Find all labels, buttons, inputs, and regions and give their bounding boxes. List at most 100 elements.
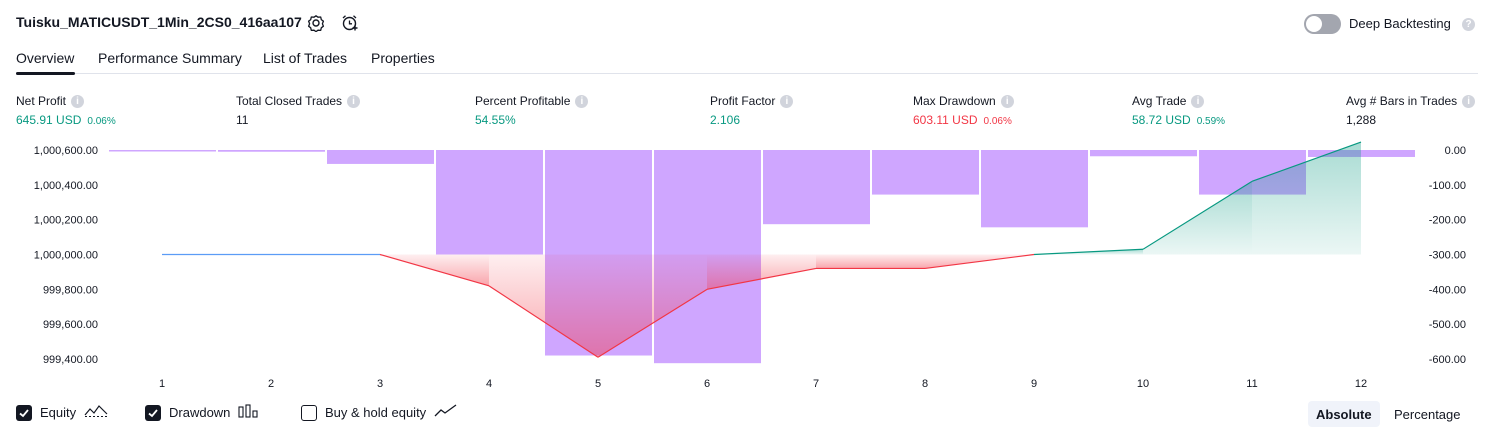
stat-label-text: Total Closed Trades [236, 94, 343, 108]
drawdown-bar [763, 150, 870, 225]
equity-loss-area [707, 254, 816, 290]
stat-label-text: Avg Trade [1132, 94, 1187, 108]
stat-pct: 0.06% [87, 116, 116, 127]
info-icon[interactable]: i [1462, 94, 1476, 108]
legend-buy-hold[interactable]: Buy & hold equity [301, 404, 458, 421]
info-icon[interactable]: i [1000, 94, 1014, 108]
stat-pct: 0.59% [1196, 116, 1226, 127]
right-axis-tick-label: 0.00 [1445, 145, 1466, 157]
left-axis-tick-label: 999,600.00 [43, 319, 98, 331]
equity-loss-area [816, 254, 925, 269]
stat-label-text: Profit Factor [710, 94, 776, 108]
stat-label-text: Net Profit [16, 94, 67, 108]
x-axis-tick-label: 7 [813, 378, 819, 390]
info-icon[interactable]: i [347, 94, 361, 108]
stat-value-text: 603.11 USD [913, 113, 978, 127]
right-axis-tick-label: -600.00 [1429, 354, 1466, 366]
tabs-divider [16, 73, 1478, 74]
equity-checkbox[interactable] [16, 404, 32, 421]
equity-line-segment [706, 267, 817, 290]
info-icon[interactable]: i [1191, 94, 1205, 108]
buy-hold-icon [434, 404, 458, 421]
help-icon[interactable]: ? [1462, 18, 1475, 31]
legend-label: Equity [40, 405, 77, 420]
equity-icon [84, 404, 108, 421]
tab-properties[interactable]: Properties [371, 50, 435, 66]
drawdown-bars-icon [238, 404, 260, 421]
strategy-title: Tuisku_MATICUSDT_1Min_2CS0_416aa107 [16, 14, 302, 30]
equity-drawdown-chart[interactable]: 1,000,600.00 1,000,400.00 1,000,200.00 1,00… [0, 140, 1494, 395]
left-axis-tick-label: 1,000,400.00 [34, 180, 98, 192]
tab-performance-summary[interactable]: Performance Summary [98, 50, 242, 66]
equity-line-segment [1033, 248, 1144, 256]
equity-loss-area [489, 254, 598, 358]
equity-profit-area [1143, 181, 1252, 255]
deep-backtesting-label: Deep Backtesting [1349, 16, 1451, 31]
legend-drawdown[interactable]: Drawdown [145, 404, 260, 421]
legend-label: Drawdown [169, 405, 231, 420]
info-icon[interactable]: i [71, 94, 85, 108]
toggle-knob [1306, 16, 1322, 32]
left-axis-tick-label: 1,000,200.00 [34, 215, 98, 227]
x-axis-tick-label: 11 [1246, 378, 1257, 390]
absolute-button[interactable]: Absolute [1308, 401, 1380, 427]
drawdown-checkbox[interactable] [145, 404, 161, 421]
equity-line-segment [1251, 141, 1362, 182]
equity-line-segment [488, 285, 599, 358]
x-axis-tick-label: 2 [268, 378, 274, 390]
drawdown-bar [218, 150, 325, 152]
left-axis-tick-label: 1,000,000.00 [34, 250, 98, 262]
stat-value-text: 645.91 USD [16, 113, 82, 127]
active-tab-indicator [16, 72, 75, 75]
stat-avg-trade-value: 58.72 USD 0.59% [1132, 113, 1225, 127]
deep-backtesting-toggle[interactable] [1304, 14, 1341, 34]
stat-pct: 0.06% [983, 116, 1012, 127]
x-axis-tick-label: 6 [704, 378, 710, 390]
info-icon[interactable]: i [575, 94, 589, 108]
stat-profit-factor-label: Profit Factor i [710, 94, 794, 108]
stat-max-drawdown-value: 603.11 USD 0.06% [913, 113, 1012, 127]
stat-max-drawdown-label: Max Drawdown i [913, 94, 1014, 108]
stat-profit-factor-value: 2.106 [710, 113, 741, 127]
stat-net-profit-value: 645.91 USD 0.06% [16, 113, 116, 127]
equity-loss-area [598, 254, 707, 358]
right-axis-tick-label: -300.00 [1429, 250, 1466, 262]
stat-net-profit-label: Net Profit i [16, 94, 85, 108]
x-axis-tick-label: 3 [377, 378, 383, 390]
buy-hold-checkbox[interactable] [301, 404, 317, 421]
drawdown-bar [109, 150, 216, 152]
drawdown-bar [1308, 150, 1415, 157]
stat-avg-bars-label: Avg # Bars in Trades i [1346, 94, 1476, 108]
x-axis-tick-label: 1 [159, 378, 165, 390]
stat-label-text: Avg # Bars in Trades [1346, 94, 1458, 108]
stat-value-text: 58.72 USD [1132, 113, 1191, 127]
percentage-button[interactable]: Percentage [1394, 406, 1461, 422]
left-axis-tick-label: 999,800.00 [43, 284, 98, 296]
drawdown-bar [981, 150, 1088, 228]
stat-total-closed-trades-value: 11 [236, 113, 249, 127]
add-alert-clock-icon[interactable] [340, 13, 360, 33]
equity-line-segment [597, 288, 708, 358]
x-axis-tick-label: 8 [922, 378, 928, 390]
tab-list-of-trades[interactable]: List of Trades [263, 50, 348, 66]
stat-percent-profitable-value: 54.55% [475, 113, 516, 127]
tab-overview[interactable]: Overview [16, 50, 75, 66]
x-axis-tick-label: 4 [486, 378, 492, 390]
equity-profit-area [1034, 249, 1143, 255]
stat-label-text: Percent Profitable [475, 94, 571, 108]
info-icon[interactable]: i [780, 94, 794, 108]
drawdown-bar [1090, 150, 1197, 157]
x-axis-tick-label: 12 [1355, 378, 1367, 390]
drawdown-bar [436, 150, 543, 255]
equity-loss-area [925, 254, 1034, 269]
x-axis-tick-label: 10 [1137, 378, 1149, 390]
equity-line-segment [924, 253, 1035, 270]
right-axis-tick-label: -100.00 [1429, 180, 1466, 192]
settings-gear-icon[interactable] [306, 13, 326, 33]
equity-profit-area [1252, 142, 1361, 255]
equity-line-segment [379, 253, 490, 287]
drawdown-bar [327, 150, 434, 164]
right-axis-tick-label: -500.00 [1429, 319, 1466, 331]
legend-equity[interactable]: Equity [16, 404, 108, 421]
stat-total-closed-trades-label: Total Closed Trades i [236, 94, 361, 108]
